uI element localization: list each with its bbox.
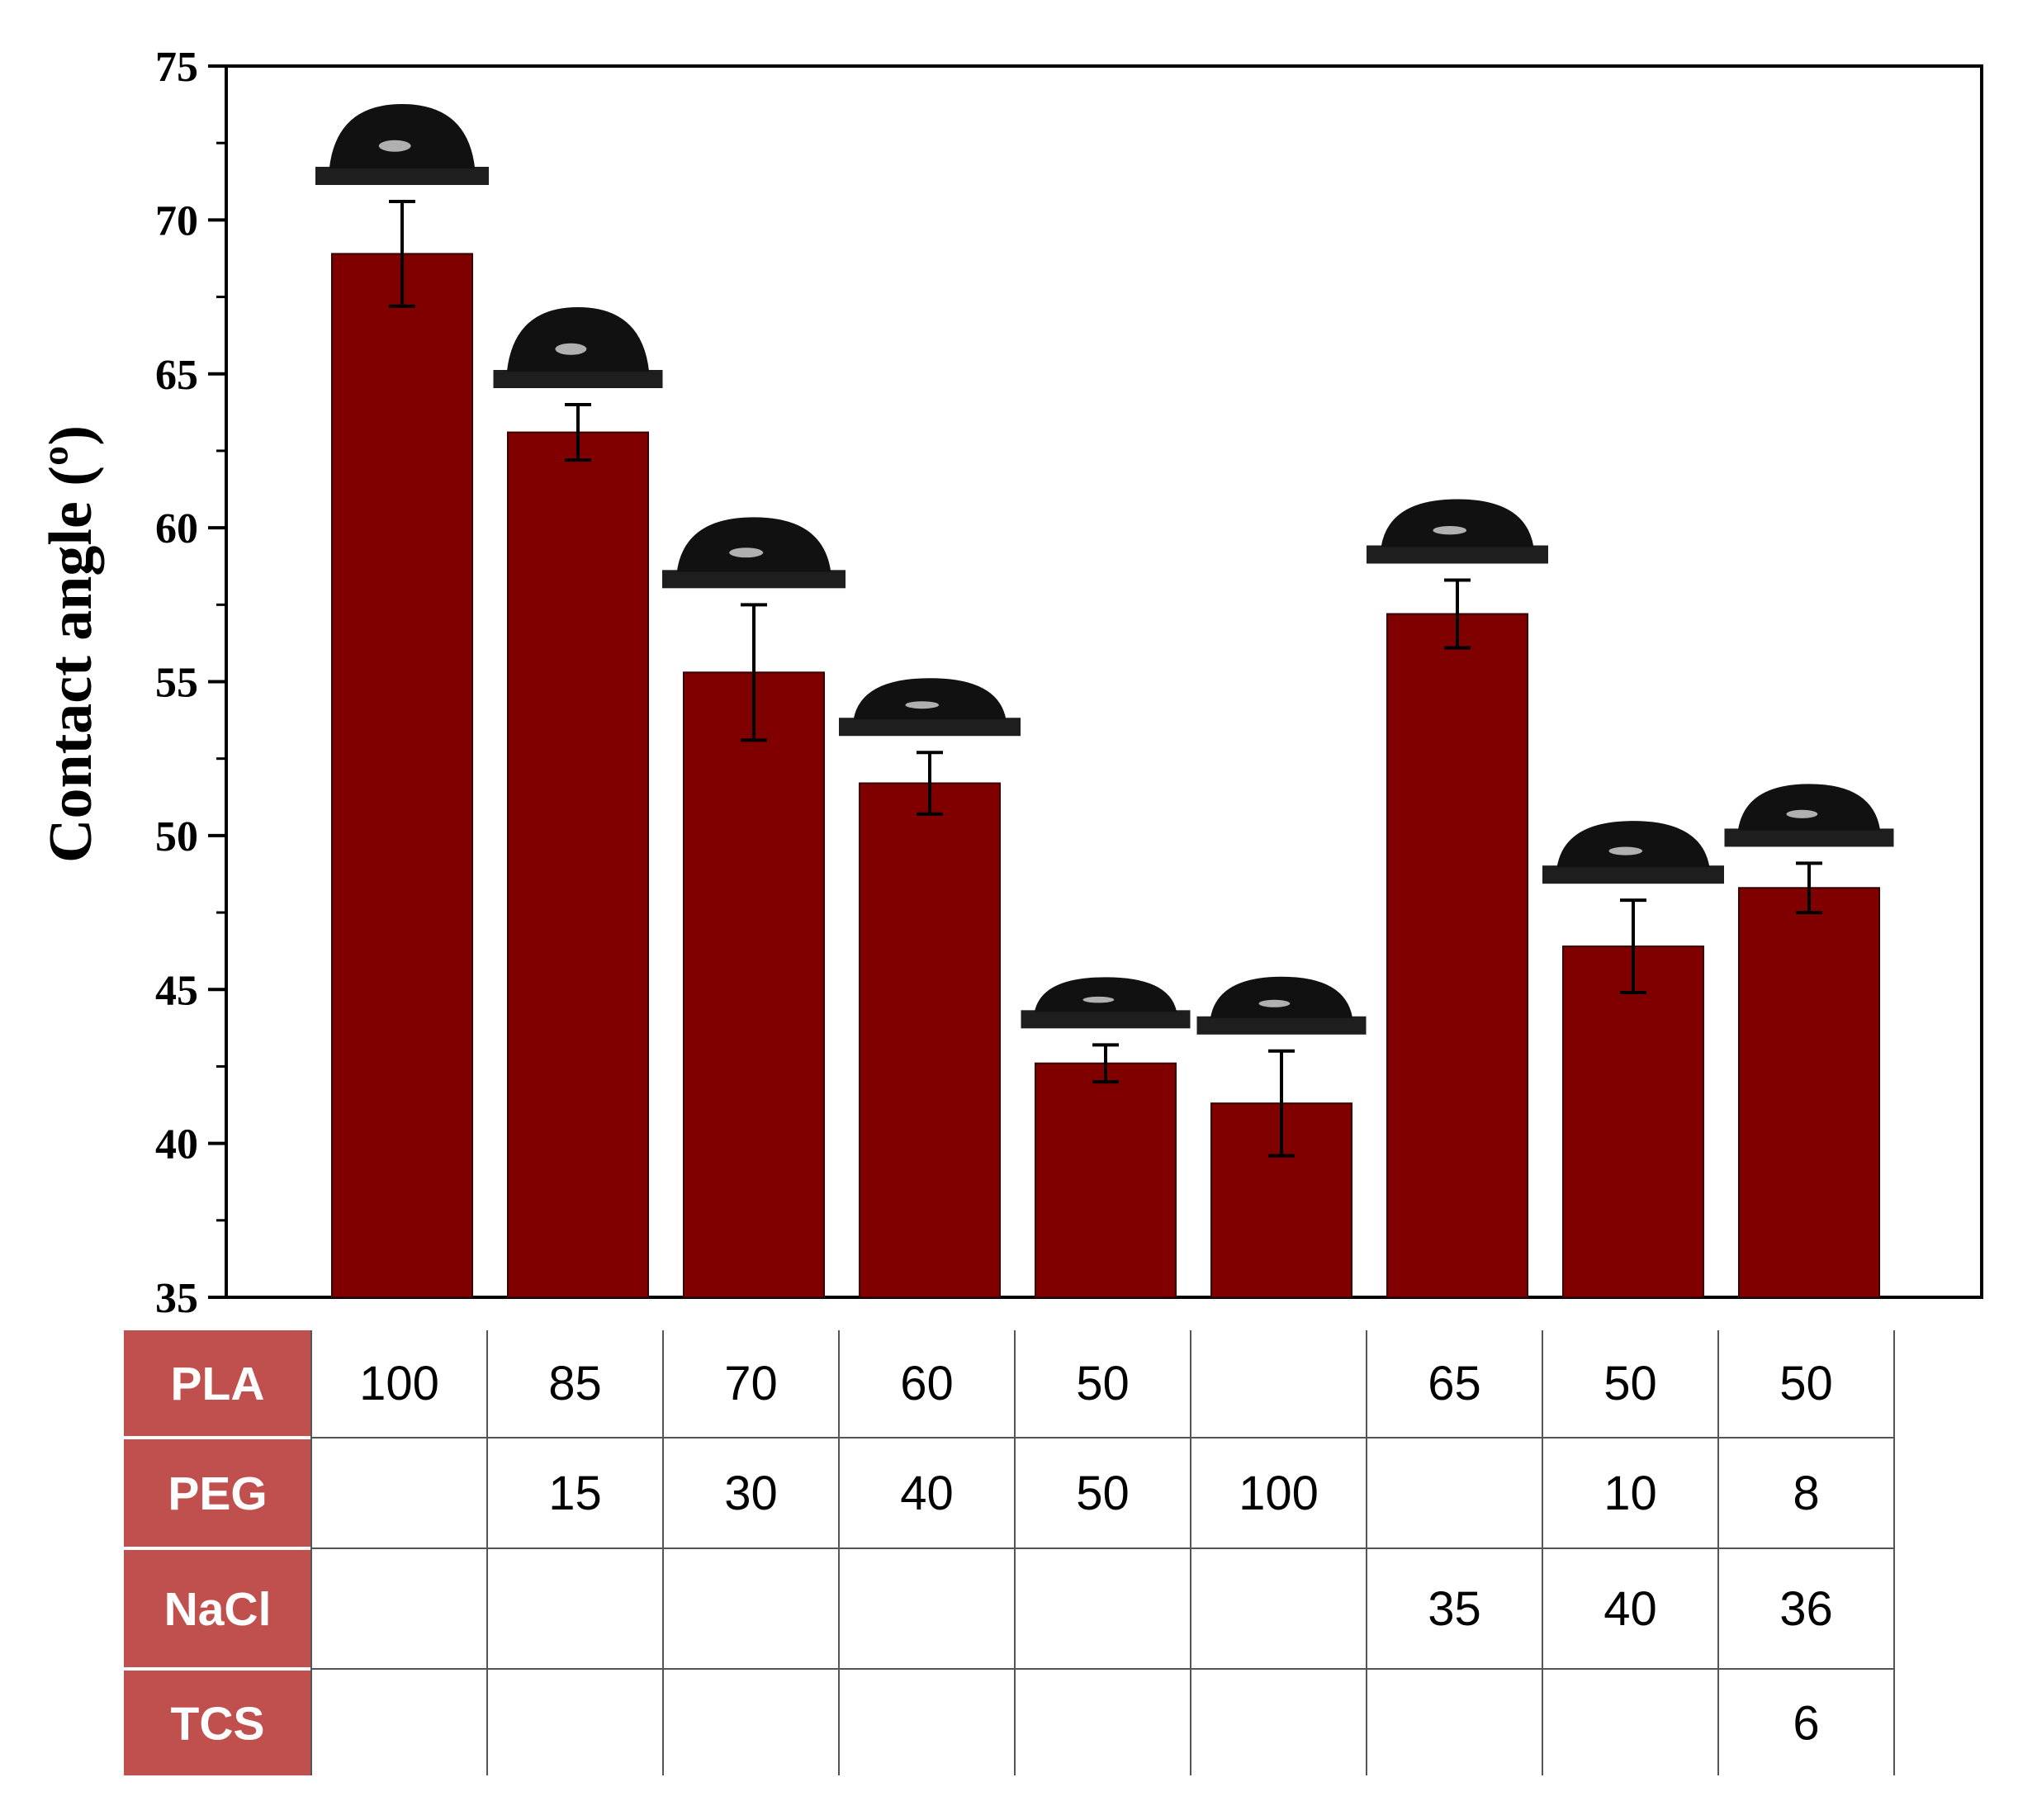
droplet-image: [662, 517, 846, 589]
table-cell: 8: [1793, 1467, 1819, 1520]
droplet-image: [1196, 976, 1367, 1035]
table-cell: 50: [1779, 1357, 1833, 1410]
table-cell: 100: [359, 1357, 439, 1410]
bar: [1738, 887, 1880, 1299]
y-tick-label: 60: [155, 505, 198, 552]
droplet-image: [315, 104, 489, 186]
table-cell: 30: [724, 1467, 778, 1520]
table-cell: 15: [548, 1467, 602, 1520]
y-tick-label: 55: [155, 660, 198, 707]
droplet-image: [1367, 499, 1548, 564]
droplet-image: [1724, 784, 1894, 847]
table-cell: 36: [1779, 1582, 1833, 1636]
droplet-images: [315, 104, 1894, 1035]
table-cell: 40: [1604, 1582, 1657, 1636]
droplet-image: [1021, 977, 1191, 1029]
table-row-header: [124, 1550, 311, 1667]
row-header-label: TCS: [171, 1698, 265, 1751]
y-tick-label: 50: [155, 813, 198, 860]
row-header-label: PLA: [171, 1358, 265, 1410]
table-row-header: [124, 1671, 311, 1775]
bar: [331, 253, 473, 1299]
droplet-image: [839, 678, 1021, 737]
y-axis-title: Contact angle (º): [37, 425, 105, 863]
bar: [1562, 946, 1704, 1298]
table-cell: 40: [900, 1467, 954, 1520]
table-cell: 50: [1076, 1467, 1130, 1520]
table-cell: 35: [1428, 1582, 1481, 1636]
table-cell: 6: [1793, 1697, 1819, 1751]
y-tick-label: 45: [155, 967, 198, 1014]
table-row-header: [124, 1330, 311, 1436]
droplet-image: [1542, 821, 1724, 884]
y-tick-label: 75: [155, 44, 198, 91]
y-tick-label: 70: [155, 197, 198, 244]
bars: [331, 253, 1880, 1299]
bar: [683, 671, 825, 1298]
bar: [1386, 613, 1528, 1298]
bar: [507, 431, 649, 1298]
y-tick-label: 35: [155, 1275, 198, 1322]
error-bars: [389, 200, 1822, 1158]
droplet-image: [493, 307, 663, 389]
table-cell: 65: [1428, 1357, 1481, 1410]
table-cell: 10: [1604, 1467, 1657, 1520]
table-cell: 85: [548, 1357, 602, 1410]
table-row-header: [124, 1439, 311, 1547]
table-cell: 50: [1604, 1357, 1657, 1410]
bar: [1035, 1062, 1177, 1298]
row-header-label: NaCl: [164, 1583, 272, 1636]
table-cell: 70: [724, 1357, 778, 1410]
y-tick-label: 65: [155, 352, 198, 399]
y-axis: 35 40 45 50 55 60 65 70 75: [155, 44, 226, 1322]
y-tick-label: 40: [155, 1121, 198, 1168]
table-cell: 50: [1076, 1357, 1130, 1410]
bar: [859, 782, 1001, 1298]
table-cell: 60: [900, 1357, 954, 1410]
table-cell: 100: [1239, 1467, 1319, 1520]
row-header-label: PEG: [168, 1467, 267, 1520]
composition-table: PLA 100 85 70 60 50 65 50 50 PEG 15 30 40 50 100 10 8 NaC…: [124, 1330, 1895, 1775]
